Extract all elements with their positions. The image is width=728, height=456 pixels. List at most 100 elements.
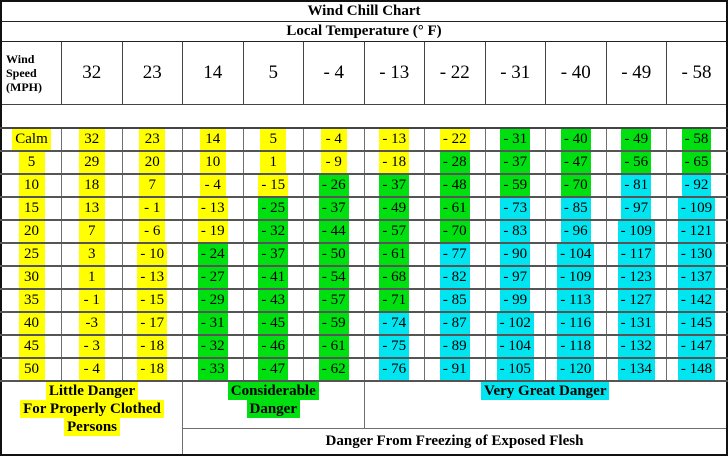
wind-chill-value: - 87 <box>439 313 470 333</box>
wind-chill-cell: - 27 <box>182 265 244 290</box>
wind-chill-cell: - 28 <box>424 150 486 175</box>
wind-chill-value: - 41 <box>258 267 289 287</box>
wind-chill-value: - 56 <box>621 152 652 172</box>
wind-chill-value: - 45 <box>258 313 289 333</box>
wind-chill-cell: - 4 <box>182 173 244 198</box>
wind-chill-value: - 40 <box>560 129 591 149</box>
wind-speed-value: 10 <box>18 175 45 195</box>
wind-chill-value: - 27 <box>197 267 228 287</box>
corner-line: (MPH) <box>6 80 42 94</box>
temperature-header-cell: 23 <box>121 41 183 105</box>
wind-chill-value: - 127 <box>617 290 655 310</box>
wind-chill-cell: - 130 <box>666 242 728 267</box>
wind-chill-value: - 109 <box>677 198 716 218</box>
table-row: 5 29 20 10 1 - 9 - 18 - 28 - 37 - 47 - 56 - 65 <box>0 150 728 175</box>
wind-speed-cell: Calm <box>0 127 62 152</box>
wind-chill-cell: - 121 <box>666 219 728 244</box>
wind-chill-cell: - 17 <box>121 311 183 336</box>
wind-chill-value: 18 <box>78 175 105 195</box>
wind-chill-cell: - 58 <box>666 127 728 152</box>
wind-chill-cell: - 147 <box>666 334 728 359</box>
wind-chill-value: - 18 <box>137 336 168 356</box>
wind-chill-value: - 73 <box>500 198 531 218</box>
wind-speed-value: 40 <box>18 313 45 333</box>
legend-freezing-flesh: Danger From Freezing of Exposed Flesh <box>182 428 728 456</box>
wind-chill-cell: - 13 <box>182 196 244 221</box>
wind-chill-value: - 121 <box>677 221 716 241</box>
wind-chill-cell: - 40 <box>545 127 607 152</box>
wind-chill-value: - 32 <box>197 336 228 356</box>
wind-chill-cell: - 15 <box>242 173 304 198</box>
wind-chill-cell: - 134 <box>605 357 667 382</box>
wind-chill-cell: - 44 <box>303 219 365 244</box>
wind-chill-cell: - 120 <box>545 357 607 382</box>
wind-chill-cell: - 104 <box>545 242 607 267</box>
wind-speed-value: 50 <box>18 359 45 379</box>
wind-chill-value: - 37 <box>258 244 289 264</box>
wind-chill-value: -3 <box>78 313 105 333</box>
wind-chill-value: - 9 <box>320 152 347 172</box>
wind-chill-value: - 26 <box>318 175 349 195</box>
wind-chill-cell: - 37 <box>363 173 425 198</box>
wind-chill-value: - 4 <box>78 359 105 379</box>
temperature-header-cell: 14 <box>182 41 244 105</box>
wind-chill-cell: - 77 <box>424 242 486 267</box>
wind-chill-cell: - 97 <box>484 265 546 290</box>
wind-chill-cell: - 6 <box>121 219 183 244</box>
wind-chill-cell: 29 <box>61 150 123 175</box>
wind-chill-value: 10 <box>199 152 226 172</box>
wind-chill-cell: 7 <box>121 173 183 198</box>
wind-chill-cell: - 4 <box>61 357 123 382</box>
wind-chill-cell: - 18 <box>363 150 425 175</box>
legend-considerable-danger: Considerable Danger <box>182 380 365 429</box>
wind-chill-value: - 59 <box>500 175 531 195</box>
temperature-header-cell: 5 <box>242 41 304 105</box>
table-row: 30 1 - 13 - 27 - 41 - 54 - 68 - 82 - 97 - 109 - 12… <box>0 265 728 290</box>
wind-speed-cell: 40 <box>0 311 62 336</box>
wind-chill-value: - 91 <box>439 359 470 379</box>
wind-chill-value: - 59 <box>318 313 349 333</box>
wind-chill-cell: - 32 <box>242 219 304 244</box>
wind-chill-cell: - 18 <box>121 357 183 382</box>
wind-chill-value: 20 <box>139 152 166 172</box>
wind-chill-cell: - 57 <box>363 219 425 244</box>
wind-chill-value: - 116 <box>557 313 595 333</box>
wind-chill-value: 3 <box>78 244 105 264</box>
wind-chill-cell: - 75 <box>363 334 425 359</box>
wind-chill-value: - 24 <box>197 244 228 264</box>
wind-chill-cell: - 131 <box>605 311 667 336</box>
wind-chill-value: - 131 <box>617 313 655 333</box>
wind-chill-value: - 83 <box>500 221 531 241</box>
wind-chill-value: - 77 <box>439 244 470 264</box>
wind-chill-cell: - 15 <box>121 288 183 313</box>
wind-chill-cell: - 97 <box>605 196 667 221</box>
table-row: 15 13 - 1 - 13 - 25 - 37 - 49 - 61 - 73 - 85 - 97 -… <box>0 196 728 221</box>
wind-chill-value: 1 <box>78 267 105 287</box>
wind-chill-value: - 76 <box>379 359 410 379</box>
wind-chill-cell: - 41 <box>242 265 304 290</box>
wind-chill-value: - 61 <box>379 244 410 264</box>
wind-chill-cell: - 65 <box>666 150 728 175</box>
wind-chill-cell: 18 <box>61 173 123 198</box>
temperature-header-cell: - 49 <box>605 41 667 105</box>
wind-chill-value: - 47 <box>560 152 591 172</box>
wind-chill-cell: - 145 <box>666 311 728 336</box>
wind-speed-value: 20 <box>18 221 45 241</box>
wind-chill-value: - 47 <box>258 359 289 379</box>
wind-chill-cell: - 71 <box>363 288 425 313</box>
wind-chill-value: - 13 <box>379 129 410 149</box>
wind-chill-cell: - 56 <box>605 150 667 175</box>
temperature-header-cell: - 22 <box>424 41 486 105</box>
wind-chill-value: - 1 <box>78 290 105 310</box>
wind-chill-value: - 15 <box>137 290 168 310</box>
wind-chill-cell: 13 <box>61 196 123 221</box>
wind-chill-value: - 13 <box>137 267 168 287</box>
wind-chill-value: - 25 <box>258 198 289 218</box>
wind-chill-value: - 145 <box>677 313 716 333</box>
wind-chill-value: - 61 <box>318 336 349 356</box>
wind-chill-value: - 148 <box>677 359 716 379</box>
wind-chill-value: - 105 <box>496 359 534 379</box>
wind-chill-value: - 96 <box>560 221 591 241</box>
